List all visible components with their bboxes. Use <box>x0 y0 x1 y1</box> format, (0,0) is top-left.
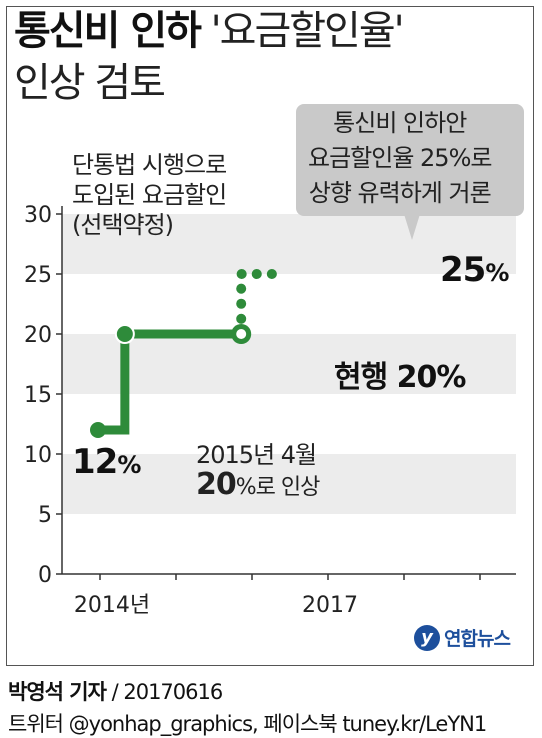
grid-band-0 <box>62 454 516 514</box>
y-tick-label-30: 30 <box>24 203 52 228</box>
note-left: 단통법 시행으로 도입된 요금할인 (선택약정) <box>72 150 227 240</box>
callout-line3: 상향 유력하게 거론 <box>308 179 492 207</box>
grid-band-1 <box>62 334 516 394</box>
yonhap-logo: y 연합뉴스 <box>414 624 511 651</box>
x-tick-label-2014: 2014년 <box>74 593 150 618</box>
credit-date: / 20170616 <box>105 680 224 704</box>
label-proposed-unit: % <box>485 259 509 287</box>
y-tick-label-0: 0 <box>38 563 52 588</box>
credit-author: 박영석 기자 <box>8 680 107 704</box>
credit-line: 박영석 기자 / 20170616 <box>8 676 224 706</box>
y-tick-label-25: 25 <box>24 263 52 288</box>
label-start-value: 12 <box>72 442 118 482</box>
label-start: 12% <box>72 442 141 482</box>
label-current: 현행 20% <box>334 360 466 395</box>
y-tick-label-10: 10 <box>24 443 52 468</box>
y-tick-label-5: 5 <box>38 503 52 528</box>
label-proposed-value: 25 <box>440 250 486 290</box>
label-change-value: 20 <box>196 467 237 502</box>
y-tick-label-20: 20 <box>24 323 52 348</box>
label-change-unit: %로 인상 <box>235 475 321 500</box>
x-tick-label-2017: 2017 <box>302 593 358 618</box>
y-tick-label-15: 15 <box>24 383 52 408</box>
credit-social: 트위터 @yonhap_graphics, 페이스북 tuney.kr/LeYN… <box>8 712 487 736</box>
title-thin: '요금할인율' <box>210 8 405 54</box>
callout-line1: 통신비 인하안 <box>333 109 467 137</box>
series-actual-line <box>98 329 242 435</box>
note-left-line3: (선택약정) <box>72 211 174 239</box>
series-actual-start-point <box>90 422 106 438</box>
callout-pointer <box>404 214 420 240</box>
series-actual-change-point <box>114 324 135 344</box>
label-change: 2015년 4월 20%로 인상 <box>196 440 321 503</box>
label-proposed: 25% <box>440 250 509 290</box>
yonhap-logo-text: 연합뉴스 <box>444 628 511 650</box>
callout-line2: 요금할인율 25%로 <box>308 144 492 172</box>
chart-title: 통신비 인하 '요금할인율' <box>14 8 405 54</box>
chart-title-line2: 인상 검토 <box>14 60 166 106</box>
title-bold: 통신비 인하 <box>14 8 202 54</box>
series-current-point-inner <box>236 329 247 339</box>
note-left-line1: 단통법 시행으로 <box>72 151 227 179</box>
callout-text: 통신비 인하안 요금할인율 25%로 상향 유력하게 거론 <box>308 106 492 211</box>
label-change-date: 2015년 4월 <box>196 441 317 469</box>
label-start-unit: % <box>117 451 141 479</box>
yonhap-logo-icon: y <box>414 624 440 651</box>
grid-band-2 <box>62 214 516 274</box>
callout-box <box>296 104 524 216</box>
series-proposed-line <box>236 269 278 339</box>
note-left-line2: 도입된 요금할인 <box>72 181 227 209</box>
